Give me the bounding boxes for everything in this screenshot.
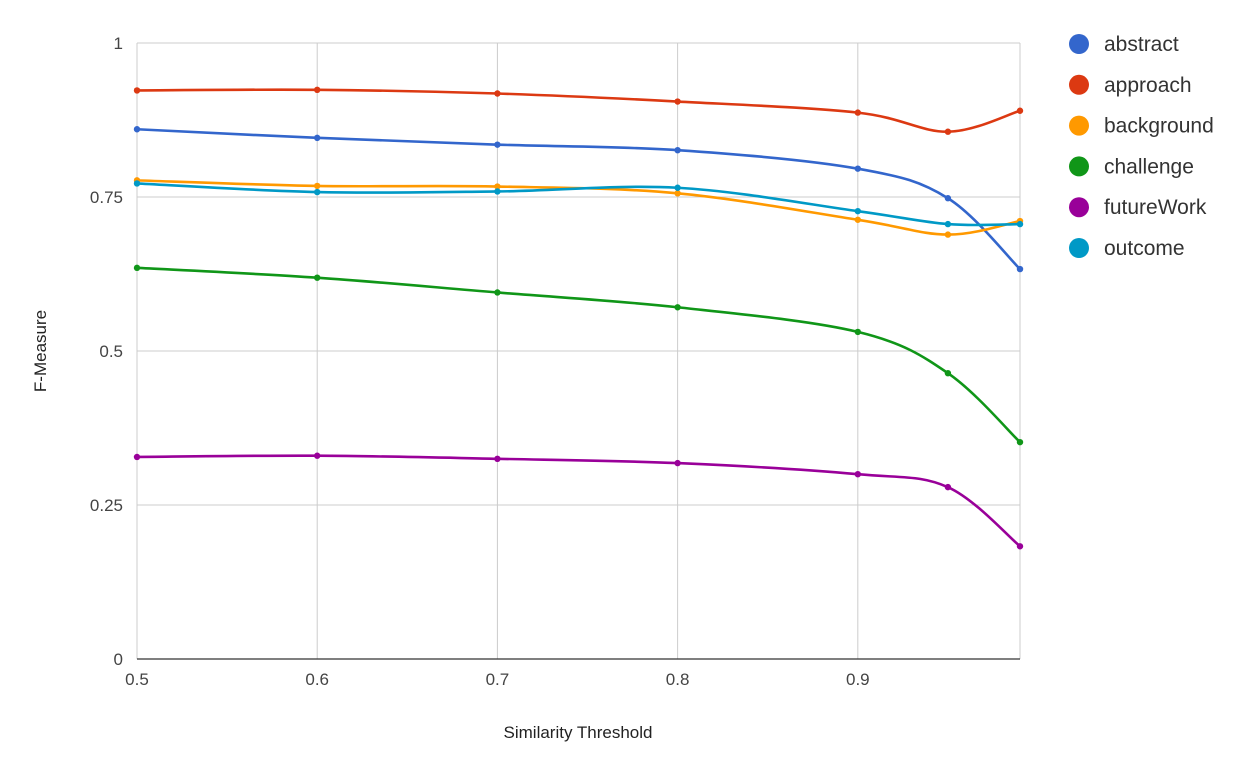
legend-item-background: background: [1069, 115, 1214, 138]
data-point-abstract: [133, 126, 141, 133]
data-point-background: [494, 183, 501, 190]
data-point-approach: [944, 128, 952, 135]
data-point-futureWork: [1016, 543, 1024, 550]
data-point-abstract: [314, 134, 321, 142]
data-point-futureWork: [494, 455, 501, 462]
x-tick-label: 0.9: [846, 670, 870, 689]
data-point-approach: [494, 90, 501, 97]
data-point-futureWork: [133, 453, 141, 461]
legend-label: background: [1104, 115, 1214, 138]
x-axis-title: Similarity Threshold: [504, 723, 653, 742]
x-tick-label: 0.8: [666, 670, 690, 689]
gridlines: [136, 42, 1021, 660]
x-tick-label: 0.6: [305, 670, 329, 689]
data-point-abstract: [674, 146, 681, 154]
x-tick-label: 0.5: [125, 670, 149, 689]
legend-swatch: [1069, 238, 1089, 258]
data-point-approach: [854, 109, 862, 116]
data-point-outcome: [133, 180, 141, 187]
legend-label: approach: [1104, 74, 1192, 97]
legend-swatch: [1069, 197, 1089, 218]
legend-swatch: [1069, 115, 1089, 136]
y-tick-label: 1: [114, 34, 123, 53]
series-line-futureWork: [135, 454, 1022, 548]
data-point-challenge: [494, 289, 501, 296]
data-point-challenge: [854, 328, 862, 336]
data-point-futureWork: [314, 452, 321, 459]
series-line-approach: [135, 88, 1022, 134]
data-point-abstract: [854, 165, 862, 172]
data-point-challenge: [314, 274, 321, 281]
legend-swatch: [1069, 34, 1089, 54]
legend-item-futureWork: futureWork: [1069, 196, 1207, 219]
y-tick-label: 0.75: [90, 188, 123, 207]
data-point-approach: [314, 86, 321, 94]
series-line-background: [135, 179, 1022, 236]
data-point-background: [944, 231, 952, 238]
data-point-challenge: [133, 264, 141, 272]
legend-item-abstract: abstract: [1069, 33, 1179, 56]
data-point-abstract: [494, 141, 501, 148]
series-lines: [135, 88, 1022, 548]
y-tick-label: 0: [114, 650, 123, 669]
data-point-abstract: [944, 195, 952, 202]
data-point-outcome: [1016, 220, 1024, 228]
y-tick-label: 0.25: [90, 496, 123, 515]
data-point-background: [854, 216, 862, 223]
series-line-outcome: [135, 182, 1022, 227]
x-tick-label: 0.7: [486, 670, 510, 689]
legend-item-outcome: outcome: [1069, 237, 1185, 260]
data-point-challenge: [674, 304, 681, 311]
data-points: [133, 86, 1024, 550]
data-point-outcome: [944, 220, 952, 228]
data-point-outcome: [674, 184, 681, 191]
data-point-outcome: [494, 188, 501, 195]
data-point-abstract: [1016, 265, 1024, 273]
y-tick-label: 0.5: [99, 342, 123, 361]
data-point-futureWork: [854, 471, 862, 478]
legend-swatch: [1069, 74, 1089, 95]
data-point-background: [674, 190, 681, 197]
legend-label: futureWork: [1104, 196, 1207, 219]
data-point-challenge: [1016, 438, 1024, 446]
legend: abstract approach background challenge futur…: [1069, 33, 1214, 260]
data-point-challenge: [944, 369, 952, 377]
legend-label: outcome: [1104, 237, 1185, 260]
legend-swatch: [1069, 156, 1089, 177]
data-point-futureWork: [944, 483, 952, 491]
data-point-approach: [133, 87, 141, 94]
data-point-outcome: [314, 188, 321, 196]
data-point-approach: [1016, 107, 1024, 114]
y-axis-title: F-Measure: [31, 310, 50, 392]
data-point-outcome: [854, 207, 862, 215]
legend-item-challenge: challenge: [1069, 155, 1194, 178]
series-line-challenge: [135, 266, 1022, 444]
data-point-approach: [674, 98, 681, 105]
legend-label: challenge: [1104, 155, 1194, 178]
legend-label: abstract: [1104, 33, 1179, 56]
tick-labels: 0 0.25 0.5 0.75 1 0.5 0.6 0.7 0.8 0.9: [90, 34, 870, 689]
data-point-futureWork: [674, 459, 681, 467]
series-line-abstract: [135, 127, 1022, 271]
legend-item-approach: approach: [1069, 74, 1192, 97]
data-point-background: [314, 182, 321, 190]
